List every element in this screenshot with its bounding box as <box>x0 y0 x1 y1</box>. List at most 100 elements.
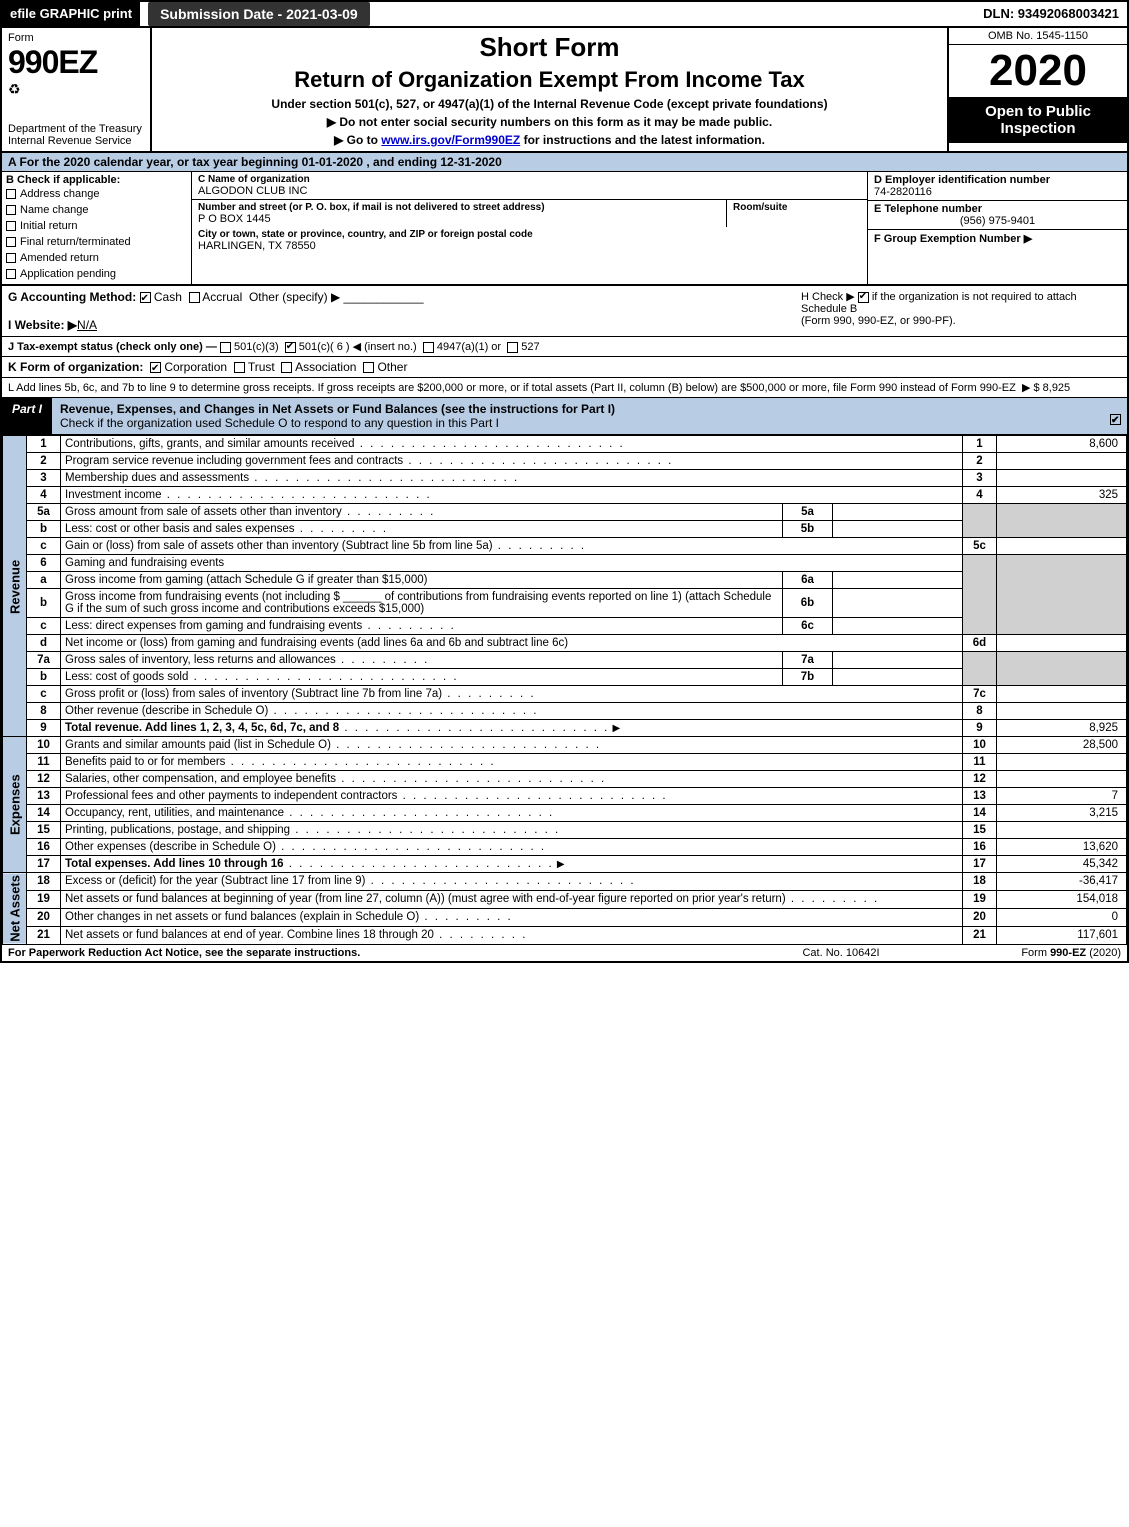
ln-no-2: 2 <box>27 453 61 470</box>
side-revenue: Revenue <box>3 436 27 737</box>
check-application-pending[interactable]: Application pending <box>6 266 187 282</box>
amt-17: 45,342 <box>997 856 1127 873</box>
rn-7c: 7c <box>963 686 997 703</box>
street-label: Number and street (or P. O. box, if mail… <box>198 202 720 213</box>
check-name-change[interactable]: Name change <box>6 202 187 218</box>
desc-8: Other revenue (describe in Schedule O) <box>61 703 963 720</box>
goto-link[interactable]: www.irs.gov/Form990EZ <box>381 133 520 147</box>
h-text1: H Check ▶ <box>801 291 855 303</box>
g-cash: Cash <box>154 290 182 304</box>
ln-no-21: 21 <box>27 926 61 944</box>
part-1-title-text: Revenue, Expenses, and Changes in Net As… <box>60 402 615 416</box>
check-initial-return[interactable]: Initial return <box>6 218 187 234</box>
cb-501c[interactable] <box>285 342 296 353</box>
desc-6c: Less: direct expenses from gaming and fu… <box>61 618 783 635</box>
ln-no-16: 16 <box>27 839 61 856</box>
desc-7a: Gross sales of inventory, less returns a… <box>61 652 783 669</box>
shade-amt-5 <box>997 504 1127 538</box>
cb-cash[interactable] <box>140 292 151 303</box>
check-final-return[interactable]: Final return/terminated <box>6 234 187 250</box>
room-label: Room/suite <box>733 202 861 213</box>
side-expenses: Expenses <box>3 737 27 873</box>
shade-amt-7 <box>997 652 1127 686</box>
table-row: 20 Other changes in net assets or fund b… <box>3 908 1127 926</box>
ln-no-6c: c <box>27 618 61 635</box>
ln-no-9: 9 <box>27 720 61 737</box>
desc-13: Professional fees and other payments to … <box>61 788 963 805</box>
rn-15: 15 <box>963 822 997 839</box>
part-1-title: Revenue, Expenses, and Changes in Net As… <box>52 398 1127 434</box>
rn-13: 13 <box>963 788 997 805</box>
amt-16: 13,620 <box>997 839 1127 856</box>
do-not-enter-ssn: ▶ Do not enter social security numbers o… <box>327 115 772 129</box>
desc-9: Total revenue. Add lines 1, 2, 3, 4, 5c,… <box>61 720 963 737</box>
efile-graphic-print: efile GRAPHIC print <box>2 2 140 26</box>
rn-14: 14 <box>963 805 997 822</box>
tax-year: 2020 <box>949 45 1127 97</box>
header-center: Short Form Return of Organization Exempt… <box>152 28 947 151</box>
ln-no-14: 14 <box>27 805 61 822</box>
j-opt4: 527 <box>521 341 539 353</box>
g-accrual: Accrual <box>202 290 242 304</box>
rn-21: 21 <box>963 926 997 944</box>
i-label: I Website: ▶ <box>8 318 77 332</box>
ln-no-7a: 7a <box>27 652 61 669</box>
form-number: 990EZ <box>8 44 144 81</box>
cb-trust[interactable] <box>234 362 245 373</box>
amt-21: 117,601 <box>997 926 1127 944</box>
cb-assoc[interactable] <box>281 362 292 373</box>
table-row: 9 Total revenue. Add lines 1, 2, 3, 4, 5… <box>3 720 1127 737</box>
cb-other[interactable] <box>363 362 374 373</box>
f-label: F Group Exemption Number ▶ <box>874 233 1032 245</box>
desc-16: Other expenses (describe in Schedule O) <box>61 839 963 856</box>
form-word: Form <box>8 32 144 44</box>
cb-4947a1[interactable] <box>423 342 434 353</box>
desc-6b: Gross income from fundraising events (no… <box>61 589 783 618</box>
cb-schedule-o-part1[interactable] <box>1110 414 1121 425</box>
table-row: 17 Total expenses. Add lines 10 through … <box>3 856 1127 873</box>
k-other: Other <box>377 360 407 374</box>
sub-6c: 6c <box>783 618 833 635</box>
table-row: a Gross income from gaming (attach Sched… <box>3 572 1127 589</box>
section-a-calendar-year: A For the 2020 calendar year, or tax yea… <box>2 153 1127 172</box>
cb-schedule-b[interactable] <box>858 292 869 303</box>
street-row: Number and street (or P. O. box, if mail… <box>192 200 867 227</box>
amt-20: 0 <box>997 908 1127 926</box>
city-label: City or town, state or province, country… <box>198 229 861 240</box>
g-other: Other (specify) ▶ <box>249 290 340 304</box>
desc-5a: Gross amount from sale of assets other t… <box>61 504 783 521</box>
ein-cell: D Employer identification number 74-2820… <box>868 172 1127 201</box>
ein-value: 74-2820116 <box>874 186 1121 198</box>
table-row: c Less: direct expenses from gaming and … <box>3 618 1127 635</box>
amt-18: -36,417 <box>997 873 1127 891</box>
cb-527[interactable] <box>507 342 518 353</box>
g-label: G Accounting Method: <box>8 290 136 304</box>
amt-5c <box>997 538 1127 555</box>
cb-501c3[interactable] <box>220 342 231 353</box>
table-row: 16 Other expenses (describe in Schedule … <box>3 839 1127 856</box>
entity-block: B Check if applicable: Address change Na… <box>2 172 1127 286</box>
line-h: H Check ▶ if the organization is not req… <box>801 290 1121 332</box>
desc-3: Membership dues and assessments <box>61 470 963 487</box>
j-opt1: 501(c)(3) <box>234 341 279 353</box>
form-990ez-page: efile GRAPHIC print Submission Date - 20… <box>0 0 1129 963</box>
street-value: P O BOX 1445 <box>198 213 720 225</box>
rn-6d: 6d <box>963 635 997 652</box>
cb-accrual[interactable] <box>189 292 200 303</box>
cb-corp[interactable] <box>150 362 161 373</box>
rn-2: 2 <box>963 453 997 470</box>
d-label: D Employer identification number <box>874 174 1121 186</box>
return-title: Return of Organization Exempt From Incom… <box>294 67 805 93</box>
dln: DLN: 93492068003421 <box>975 2 1127 26</box>
entity-center: C Name of organization ALGODON CLUB INC … <box>192 172 867 284</box>
table-row: 21 Net assets or fund balances at end of… <box>3 926 1127 944</box>
shade-6 <box>963 555 997 635</box>
desc-15: Printing, publications, postage, and shi… <box>61 822 963 839</box>
footer-right: Form 990-EZ (2020) <box>941 947 1121 959</box>
sub-6b: 6b <box>783 589 833 618</box>
check-address-change[interactable]: Address change <box>6 186 187 202</box>
ln-no-12: 12 <box>27 771 61 788</box>
check-amended-return[interactable]: Amended return <box>6 250 187 266</box>
desc-10: Grants and similar amounts paid (list in… <box>61 737 963 754</box>
ln-no-7c: c <box>27 686 61 703</box>
